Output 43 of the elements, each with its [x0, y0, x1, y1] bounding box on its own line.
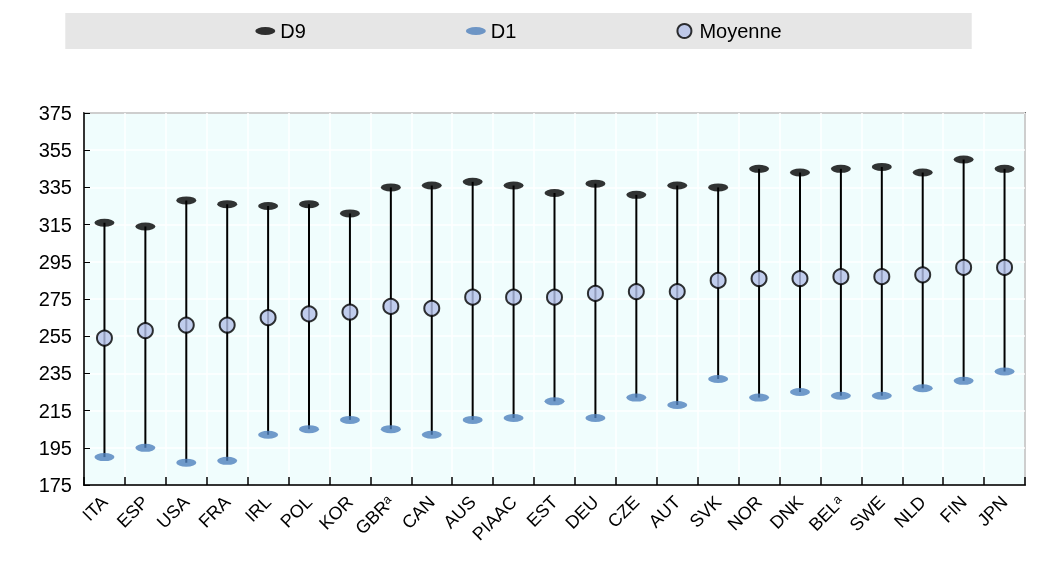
point [341, 303, 359, 321]
point [627, 283, 645, 301]
point [914, 266, 932, 284]
y-tick-label: 315 [38, 213, 72, 236]
point [218, 316, 236, 334]
point [423, 299, 441, 317]
x-tick-label: IRL [241, 491, 276, 526]
legend-label: D1 [490, 20, 517, 42]
x-tick-label: POL [276, 491, 317, 532]
y-tick-label: 195 [38, 436, 72, 459]
point [873, 268, 891, 286]
point [177, 316, 195, 334]
point [546, 288, 563, 306]
point [505, 288, 523, 306]
x-tick-label: USA [153, 491, 194, 533]
y-tick-label: 255 [38, 325, 72, 348]
point [955, 258, 973, 276]
point [382, 297, 400, 315]
y-tick-label: 295 [38, 250, 72, 273]
point [136, 322, 154, 340]
point [259, 309, 277, 327]
point [668, 283, 686, 301]
y-tick-label: 215 [38, 399, 72, 422]
x-tick-label: FIN [936, 491, 971, 527]
y-tick-label: 355 [38, 139, 72, 162]
y-tick-label: 335 [38, 176, 72, 199]
point [996, 258, 1014, 276]
point [300, 305, 318, 323]
y-tick-label: 275 [38, 288, 72, 310]
y-tick-label: 175 [38, 474, 72, 496]
y-tick-label: 235 [38, 362, 72, 385]
x-tick-label: ITA [78, 491, 112, 525]
x-tick-label: FRA [194, 491, 235, 532]
point [750, 270, 768, 288]
point [464, 288, 482, 306]
point [832, 268, 850, 286]
point [95, 329, 113, 347]
legend-label: D9 [280, 20, 306, 42]
legend-label: Moyenne [699, 20, 782, 42]
point [709, 271, 727, 289]
y-tick-label: 375 [38, 102, 72, 124]
point [791, 270, 809, 288]
point [586, 284, 604, 302]
